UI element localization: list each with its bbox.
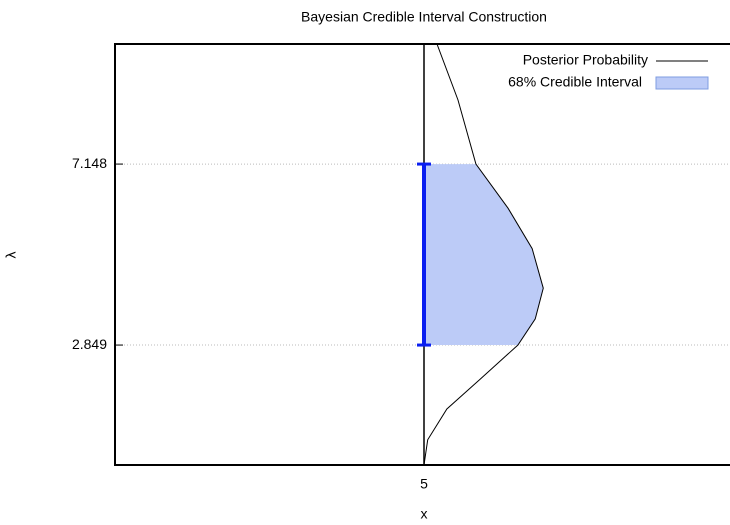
y-tick-label: 7.148 bbox=[72, 155, 107, 171]
y-axis-label: λ bbox=[3, 252, 19, 259]
legend-swatch bbox=[655, 76, 709, 90]
plot-frame bbox=[114, 43, 730, 466]
plot-area bbox=[423, 44, 544, 465]
legend-label: Posterior Probability bbox=[523, 52, 648, 68]
chart-title: Bayesian Credible Interval Construction bbox=[301, 9, 547, 25]
credible-interval bbox=[424, 164, 544, 346]
legend-label: 68% Credible Interval bbox=[508, 74, 642, 90]
x-axis-label: x bbox=[421, 506, 428, 522]
posterior-curve bbox=[423, 44, 544, 465]
y-tick-label: 2.849 bbox=[72, 336, 107, 352]
x-tick-label: 5 bbox=[420, 476, 428, 492]
